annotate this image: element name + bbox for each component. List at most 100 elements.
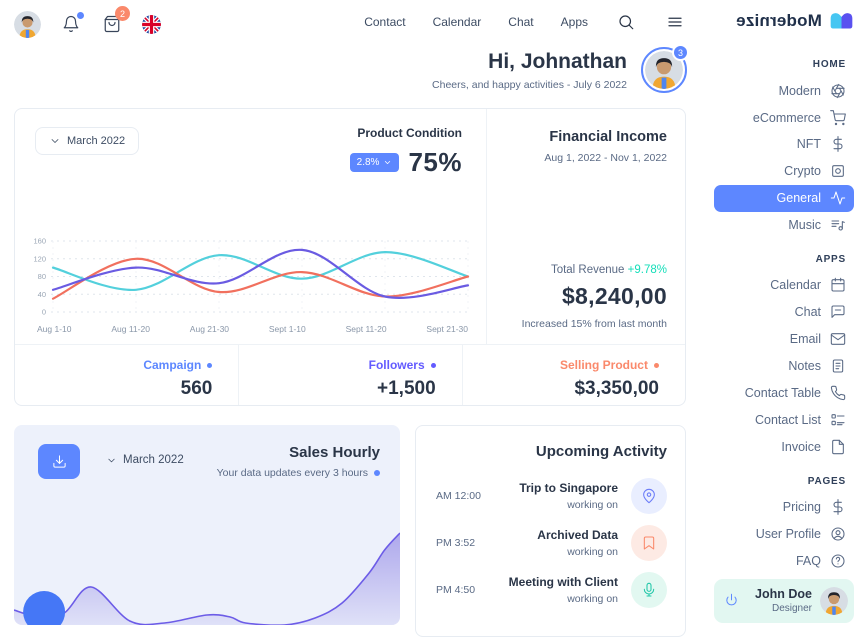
activity-item-title: Trip to Singapore [519, 481, 618, 495]
stats-row: Campaign 560 Followers +1,500 Selling Pr… [15, 344, 685, 405]
bell-icon[interactable] [60, 12, 84, 35]
upcoming-activity-title: Upcoming Activity [535, 443, 667, 460]
notes-icon [832, 359, 844, 373]
download-button[interactable] [38, 444, 80, 479]
nav-contact[interactable]: Contact [364, 15, 406, 29]
activity-item-status: working on [567, 593, 618, 605]
dollar-icon [833, 136, 843, 153]
stat-dot [207, 362, 213, 368]
bookmark-icon [631, 525, 667, 561]
stat-selling-product-label: Selling Product [559, 358, 648, 372]
pulse-icon [830, 191, 846, 205]
user-circle-icon [831, 527, 845, 541]
x-axis-label: Sept 11-20 [345, 324, 387, 334]
financial-line-chart: 0 40 80 120 160 [33, 237, 470, 317]
x-axis-label: Sept 21-30 [426, 324, 468, 334]
help-circle-icon [831, 554, 845, 568]
stat-campaign-value: 560 [180, 378, 213, 399]
y-axis-tick: 80 [38, 272, 46, 281]
x-axis-labels: Aug 1-10 Aug 11-20 Aug 21-30 Sept 1-10 Sept … [37, 324, 468, 334]
search-icon[interactable] [615, 11, 637, 33]
x-axis-label: Aug 1-10 [37, 324, 72, 334]
sidebar-item-crypto[interactable]: Crypto [714, 158, 854, 185]
chevron-down-icon [51, 139, 59, 143]
activity-row[interactable]: PM 3:52 Archived Data working on [436, 523, 667, 563]
cart-icon [830, 109, 846, 125]
user-role: Designer [771, 603, 812, 615]
topbar-avatar[interactable] [14, 10, 41, 38]
sidebar-item-email[interactable]: Email [714, 326, 854, 353]
sidebar-item-chat[interactable]: Chat [714, 299, 854, 326]
contact-list-icon [831, 414, 845, 426]
sales-hourly-card: March 2022 Sales Hourly Your data update… [14, 425, 400, 625]
sales-period-selector[interactable]: March 2022 [106, 454, 184, 466]
sidebar-header-home: HOME [812, 59, 846, 71]
sidebar-item-calendar[interactable]: Calendar [714, 272, 854, 299]
sidebar-item-general[interactable]: General [714, 184, 854, 212]
sidebar-item-contact-table[interactable]: Contact Table [714, 380, 854, 407]
stat-followers-label: Followers [368, 358, 425, 372]
sidebar-item-ecommerce[interactable]: eCommerce [714, 104, 854, 131]
sidebar-item-notes[interactable]: Notes [714, 353, 854, 380]
stat-selling-product: Selling Product $3,350,00 [461, 345, 685, 405]
greeting-avatar-badge: 3 [672, 44, 689, 61]
total-revenue-delta: +9.78% [627, 264, 667, 276]
mail-icon [830, 333, 846, 346]
sidebar-header-apps: APPS [815, 253, 846, 265]
financial-chart: 0 40 80 120 160 Aug 1-10 Aug 11-20 Aug 21-30 Se… [27, 236, 470, 334]
phone-icon [830, 386, 846, 401]
nav-apps[interactable]: Apps [560, 15, 588, 29]
sidebar-item-invoice[interactable]: Invoice [714, 434, 854, 461]
sidebar-item-music[interactable]: Music [714, 212, 854, 239]
sidebar: HOME Modern eCommerce NFT Crypto General… [700, 0, 862, 623]
chevron-down-icon [385, 161, 391, 164]
invoice-icon [832, 440, 844, 455]
cart-badge: 2 [115, 6, 130, 21]
y-axis-tick: 0 [42, 308, 46, 317]
stat-followers-value: +1,500 [377, 378, 436, 399]
greeting-title: Hi, Johnathan [488, 49, 627, 73]
overview-period-selector[interactable]: March 2022 [35, 127, 140, 155]
sidebar-user-card[interactable]: John Doe Designer [714, 578, 854, 623]
activity-item-status: working on [567, 499, 618, 511]
menu-icon[interactable] [664, 11, 686, 33]
activity-row[interactable]: AM 12:00 Trip to Singapore working on [436, 476, 667, 516]
basket-icon[interactable]: 2 [101, 6, 130, 35]
uk-flag-icon[interactable] [142, 14, 161, 34]
total-revenue-amount: $8,240,00 [561, 283, 667, 309]
logo[interactable]: Modernize [736, 10, 854, 32]
product-condition-label: Product Condition [357, 126, 462, 140]
nav-chat[interactable]: Chat [508, 15, 534, 29]
sidebar-item-contact-list[interactable]: Contact List [714, 407, 854, 434]
y-axis-tick: 40 [38, 290, 46, 299]
greeting-subtitle: Cheers, and happy activities - July 6 20… [432, 78, 627, 91]
sidebar-item-faq[interactable]: FAQ [714, 548, 854, 575]
greeting-avatar[interactable]: 3 [641, 44, 689, 93]
x-axis-label: Aug 21-30 [189, 324, 230, 334]
activity-row[interactable]: PM 4:50 Meeting with Client working on [436, 570, 667, 610]
activity-item-title: Archived Data [537, 528, 618, 542]
topbar-left-icons: 2 [14, 6, 161, 39]
product-condition: Product Condition 2.8% 75% [349, 126, 462, 178]
upcoming-activity-card: Upcoming Activity AM 12:00 Trip to Singa… [415, 425, 686, 637]
notification-dot [77, 12, 84, 19]
financial-income-panel: Financial Income Aug 1, 2022 - Nov 1, 20… [486, 109, 685, 344]
product-condition-value: 75% [408, 147, 462, 177]
total-revenue-note: Increased 15% from last month [521, 318, 667, 330]
stat-campaign: Campaign 560 [15, 345, 238, 405]
chart-series-series-cyan [51, 250, 470, 291]
total-revenue-label: Total Revenue [550, 264, 625, 276]
top-nav: Contact Calendar Chat Apps [364, 0, 686, 44]
sidebar-item-user-profile[interactable]: User Profile [714, 521, 854, 548]
user-name: John Doe [755, 587, 812, 602]
sidebar-item-pricing[interactable]: Pricing [714, 494, 854, 521]
nav-calendar[interactable]: Calendar [432, 15, 482, 29]
sidebar-item-modern[interactable]: Modern [714, 77, 854, 104]
sidebar-item-nft[interactable]: NFT [714, 131, 854, 158]
x-axis-label: Sept 1-10 [268, 324, 306, 334]
stat-campaign-label: Campaign [143, 358, 202, 372]
activity-time: AM 12:00 [436, 490, 481, 502]
location-pin-icon [631, 478, 667, 514]
chart-series-series-coral [51, 257, 470, 300]
product-condition-badge[interactable]: 2.8% [349, 153, 400, 172]
